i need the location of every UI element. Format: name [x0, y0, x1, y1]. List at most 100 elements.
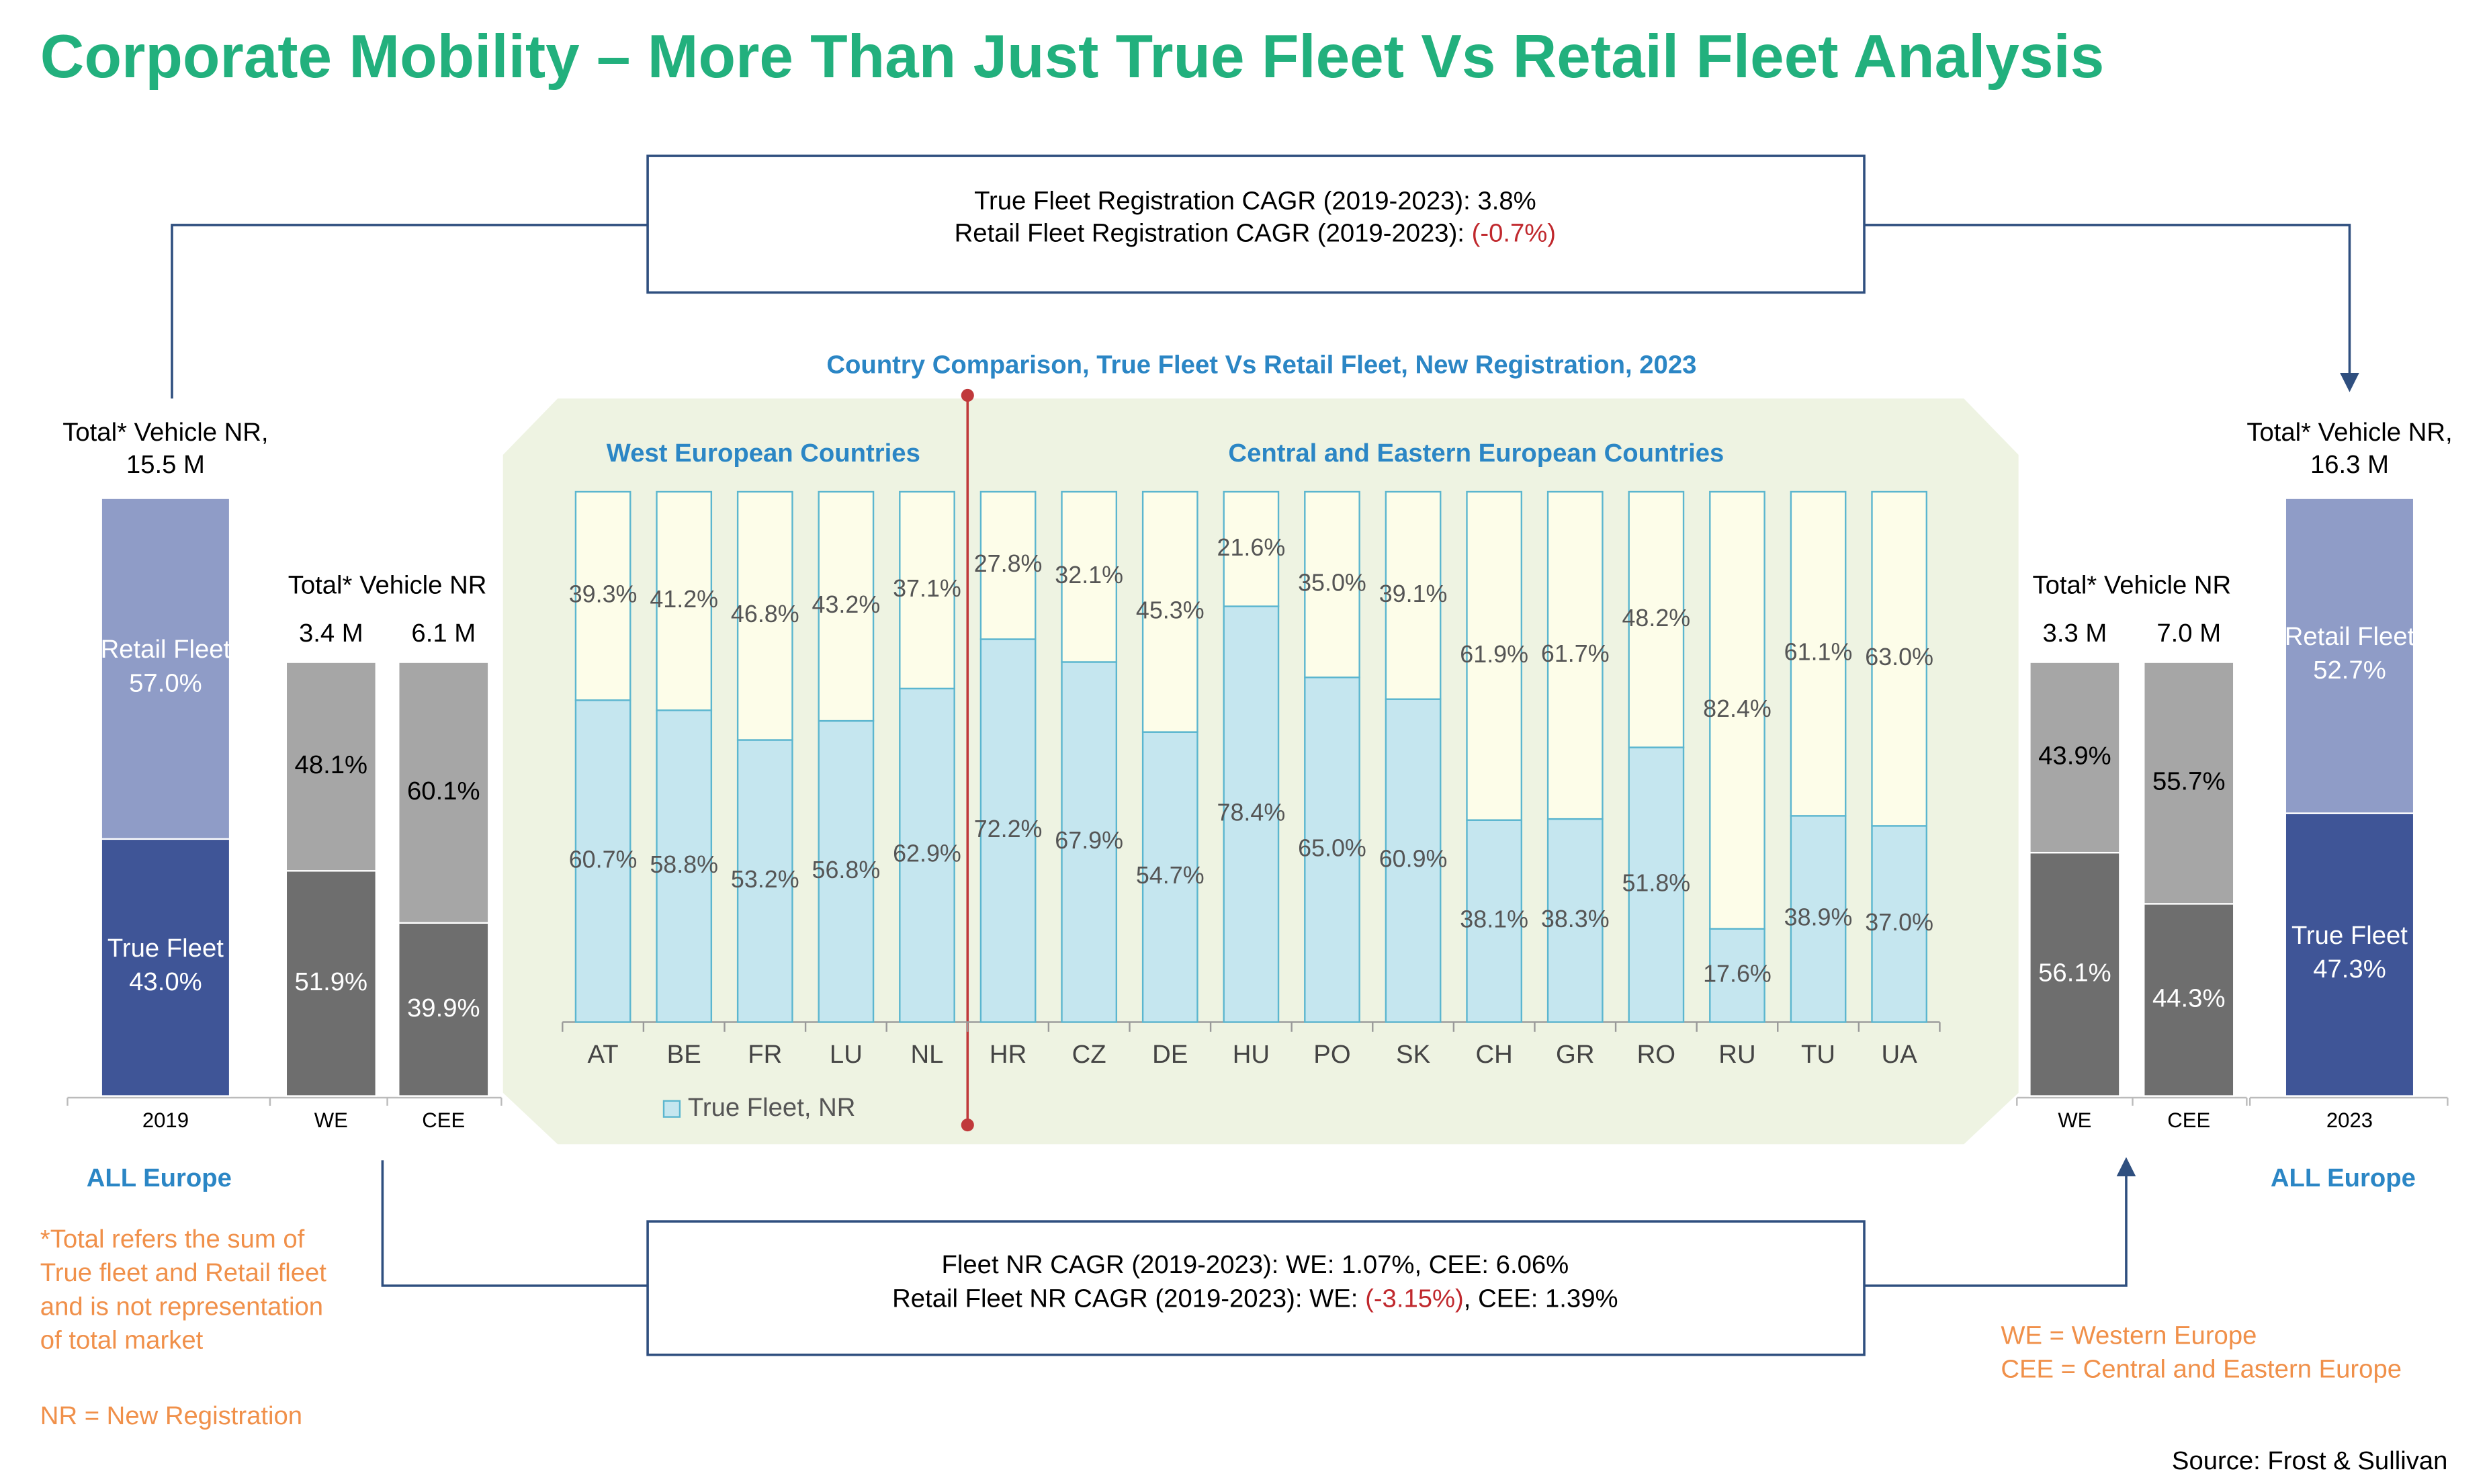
data-label: 82.4%: [1703, 695, 1772, 722]
footnote: NR = New Registration: [40, 1401, 302, 1430]
source: Source: Frost & Sullivan: [2172, 1446, 2447, 1475]
data-label: 55.7%: [2152, 767, 2226, 796]
connector: [171, 224, 648, 399]
x-tick-label: FR: [748, 1040, 782, 1069]
data-label: 72.2%: [974, 816, 1043, 842]
x-tick-label: RU: [1718, 1040, 1755, 1069]
connector: [1864, 224, 2359, 392]
data-label: 37.0%: [1865, 909, 1933, 936]
bar-segment: [1871, 825, 1928, 1023]
data-label: 21.6%: [1217, 534, 1286, 561]
total-heading: Total* Vehicle NR,: [2246, 418, 2452, 447]
bar-segment: [656, 709, 713, 1023]
x-tick-label: DE: [1152, 1040, 1188, 1069]
bottom-box: [646, 1220, 1866, 1356]
bar-segment: [736, 739, 793, 1023]
bar-segment: [1061, 661, 1118, 1023]
bar-segment: [1546, 490, 1604, 820]
data-label: 37.1%: [893, 575, 961, 602]
data-label: 39.9%: [407, 994, 480, 1022]
top-box: [646, 155, 1866, 294]
page-title: Corporate Mobility – More Than Just True…: [40, 23, 2104, 91]
x-tick-label: 2019: [142, 1108, 189, 1132]
data-label: 56.8%: [812, 857, 881, 883]
x-tick-label: RO: [1637, 1040, 1675, 1069]
data-label: 57.0%: [129, 668, 202, 697]
footer: ALL Europe: [2271, 1164, 2416, 1192]
data-label: 51.9%: [295, 967, 368, 996]
data-label: 53.2%: [731, 866, 799, 893]
bar-segment: [1061, 490, 1118, 663]
bar-segment: [285, 870, 377, 1097]
connector: [1864, 1157, 2136, 1287]
total-value: 7.0 M: [2156, 619, 2221, 648]
bar-segment: [1709, 928, 1765, 1023]
data-label: 60.9%: [1379, 846, 1448, 873]
x-tick-label: LU: [830, 1040, 863, 1069]
total-value: 3.3 M: [2043, 619, 2107, 648]
data-label: 61.9%: [1460, 641, 1528, 668]
bar-segment: [1466, 490, 1523, 821]
bar-segment: [656, 490, 713, 711]
series-name: Retail Fleet: [2285, 622, 2415, 651]
box-text: (-0.7%): [1472, 218, 1556, 247]
data-label: 52.7%: [2313, 656, 2386, 685]
bar-segment: [1304, 676, 1360, 1023]
total-value: 6.1 M: [411, 619, 476, 648]
bar-segment: [1223, 490, 1280, 607]
bar-segment: [574, 699, 631, 1023]
x-tick-label: AT: [588, 1040, 619, 1069]
series-name: Retail Fleet: [101, 635, 231, 664]
bar-segment: [736, 490, 793, 741]
total-heading: Total* Vehicle NR: [288, 570, 487, 599]
connector: [381, 1160, 648, 1287]
series-name: True Fleet: [2291, 921, 2408, 950]
bar-segment: [2143, 903, 2235, 1097]
box-line: Retail Fleet Registration CAGR (2019-202…: [955, 218, 1556, 247]
bar-segment: [100, 838, 231, 1097]
footnote: *Total refers the sum of: [40, 1225, 305, 1254]
data-label: 56.1%: [2038, 958, 2111, 987]
bar-segment: [1628, 490, 1685, 748]
bar-segment: [2284, 812, 2415, 1097]
data-label: 44.3%: [2152, 984, 2226, 1013]
bar-segment: [979, 638, 1037, 1023]
x-tick-label: SK: [1396, 1040, 1431, 1069]
total-heading: 16.3 M: [2310, 450, 2389, 479]
footer: ALL Europe: [87, 1164, 232, 1192]
data-label: 62.9%: [893, 840, 961, 867]
data-label: 41.2%: [650, 586, 718, 613]
divider-dot: [961, 388, 974, 402]
bar-segment: [1304, 490, 1360, 679]
x-tick-label: WE: [2058, 1108, 2091, 1132]
box-text: Retail Fleet Registration CAGR (2019-202…: [955, 218, 1472, 247]
bar-segment: [285, 661, 377, 872]
bar-segment: [398, 661, 490, 924]
x-tick-label: BE: [667, 1040, 701, 1069]
bar-segment: [1871, 490, 1928, 827]
bar-segment: [1628, 746, 1685, 1023]
data-label: 45.3%: [1136, 597, 1205, 623]
data-label: 48.2%: [1622, 605, 1690, 631]
data-label: 38.1%: [1460, 906, 1528, 933]
bar-segment: [1790, 815, 1847, 1023]
bar-segment: [2143, 661, 2235, 905]
footnote: of total market: [40, 1326, 204, 1355]
data-label: 58.8%: [650, 851, 718, 878]
box-line: Fleet NR CAGR (2019-2023): WE: 1.07%, CE…: [942, 1250, 1569, 1279]
bar-segment: [2029, 661, 2121, 854]
x-tick-label: 2023: [2326, 1108, 2373, 1132]
data-label: 39.1%: [1379, 580, 1448, 607]
data-label: 48.1%: [295, 750, 368, 779]
data-label: 35.0%: [1298, 570, 1366, 597]
bar-segment: [2029, 851, 2121, 1097]
box-text: (-3.15%): [1365, 1284, 1464, 1313]
data-label: 32.1%: [1055, 562, 1123, 588]
box-text: True Fleet Registration CAGR (2019-2023)…: [974, 187, 1536, 216]
legend-swatch: [662, 1100, 681, 1118]
x-tick-label: TU: [1801, 1040, 1835, 1069]
bar-segment: [1709, 490, 1765, 930]
data-label: 38.3%: [1541, 906, 1610, 932]
bar-segment: [818, 719, 875, 1023]
